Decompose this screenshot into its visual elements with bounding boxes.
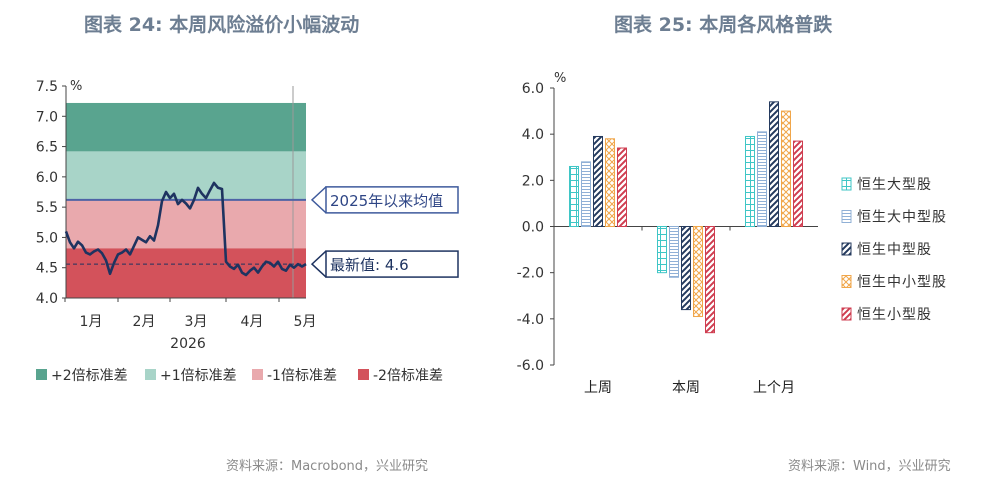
latest-callout-label: 最新值: 4.6 [330, 256, 409, 274]
band-legend-swatch [252, 369, 263, 380]
bar-本周-恒生大型股 [657, 226, 667, 274]
left-x-tick-label: 2月 [133, 314, 156, 330]
left-x-tick-label: 5月 [294, 314, 317, 330]
right-chart: 6.0 4.0 2.0 0.0 -2.0 -4.0 -6.0% 上周 本周 上个月 恒生大型股恒生大… [517, 71, 947, 396]
band-legend-swatch [145, 369, 156, 380]
left-y-tick-label: 6.0 [36, 170, 58, 186]
band-legend-swatch [36, 369, 47, 380]
series-legend-label: 恒生小型股 [857, 307, 932, 323]
mean-callout-pointer [310, 186, 327, 214]
right-y-unit: % [554, 71, 566, 86]
mean-callout-box [325, 186, 459, 214]
left-y-tick-label: 7.5 [36, 79, 58, 95]
band-legend-label: +2倍标准差 [51, 368, 128, 384]
band-legend-label: -2倍标准差 [373, 368, 443, 384]
bar-上个月-恒生中型股 [769, 101, 779, 227]
left-chart-title: 图表 24: 本周风险溢价小幅波动 [84, 14, 360, 36]
right-y-tick-label: 2.0 [522, 173, 544, 189]
bar-上个月-恒生大型股 [745, 135, 755, 228]
bar-上周-恒生小型股 [617, 147, 627, 227]
left-y-tick-label: 4.0 [36, 291, 58, 307]
series-legend-label: 恒生大型股 [857, 177, 932, 193]
right-x-tick-label: 上个月 [753, 380, 795, 396]
band-rect-4 [66, 248, 306, 298]
right-y-tick-label: -2.0 [517, 266, 544, 282]
series-legend-label: 恒生中型股 [857, 242, 932, 258]
left-source-note: 资料来源：Macrobond，兴业研究 [226, 459, 429, 474]
left-y-tick-label: 5.5 [36, 200, 58, 216]
series-legend-label: 恒生中小型股 [857, 275, 947, 291]
latest-callout-box [325, 250, 459, 278]
left-chart: 7.5 7.0 6.5 6.0 5.5 5.0 4.5 4.0% 1月 2月 3月 4月 5月 2026 2… [36, 79, 459, 384]
band-legend-swatch [358, 369, 369, 380]
right-x-tick-label: 上周 [584, 380, 612, 396]
left-y-unit: % [70, 79, 82, 94]
risk-premium-line [64, 181, 307, 277]
right-x-tick-label: 本周 [672, 380, 700, 396]
bar-上周-恒生中型股 [593, 135, 603, 228]
series-legend-swatch [841, 242, 852, 256]
left-x-year-label: 2026 [170, 336, 206, 352]
right-y-tick-label: -6.0 [517, 358, 544, 374]
mean-callout-label: 2025年以来均值 [330, 192, 443, 210]
right-chart-title: 图表 25: 本周各风格普跌 [614, 14, 833, 36]
right-y-tick-label: 6.0 [522, 81, 544, 97]
band-legend-label: +1倍标准差 [160, 368, 237, 384]
left-y-tick-label: 4.5 [36, 261, 58, 277]
left-y-tick-label: 5.0 [36, 230, 58, 246]
left-y-tick-label: 6.5 [36, 140, 58, 156]
bar-上周-恒生大型股 [569, 165, 579, 228]
bar-上周-恒生中小型股 [605, 138, 615, 228]
right-y-tick-label: 0.0 [522, 220, 544, 236]
series-legend-label: 恒生大中型股 [857, 210, 947, 226]
band-rect-2 [66, 151, 306, 200]
bar-本周-恒生中型股 [681, 226, 691, 311]
series-legend-swatch [841, 210, 852, 223]
bar-本周-恒生大中型股 [669, 226, 679, 278]
band-rect-3 [66, 199, 306, 249]
bar-上周-恒生大中型股 [581, 161, 591, 227]
band-legend-label: -1倍标准差 [267, 368, 337, 384]
left-x-tick-label: 1月 [80, 314, 103, 330]
bar-上个月-恒生小型股 [793, 140, 803, 227]
bar-本周-恒生小型股 [705, 226, 715, 334]
series-legend-swatch [841, 177, 852, 191]
bar-本周-恒生中小型股 [693, 226, 703, 318]
series-legend-swatch [841, 307, 852, 321]
right-y-tick-label: 4.0 [522, 127, 544, 143]
bar-上个月-恒生大中型股 [757, 131, 767, 228]
left-x-tick-label: 4月 [241, 314, 264, 330]
right-source-note: 资料来源：Wind，兴业研究 [788, 459, 951, 474]
right-y-tick-label: -4.0 [517, 312, 544, 328]
band-rect-1 [66, 102, 306, 152]
latest-callout-pointer [310, 250, 327, 278]
left-y-tick-label: 7.0 [36, 109, 58, 125]
bar-上个月-恒生中小型股 [781, 110, 791, 227]
left-x-tick-label: 3月 [185, 314, 208, 330]
series-legend-swatch [841, 275, 852, 288]
